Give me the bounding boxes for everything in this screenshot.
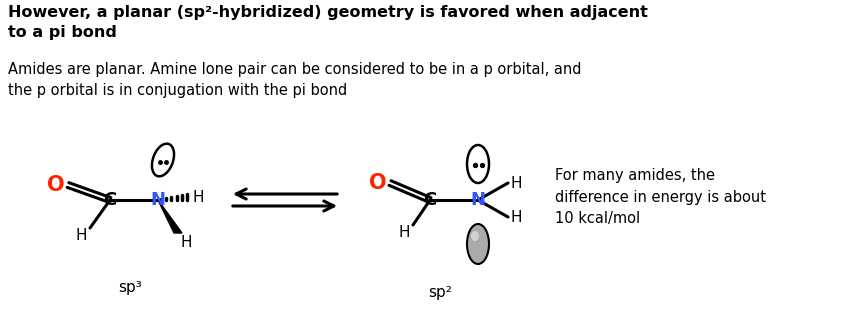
Ellipse shape bbox=[467, 145, 489, 183]
Ellipse shape bbox=[471, 231, 479, 241]
Text: C: C bbox=[103, 191, 117, 209]
Text: C: C bbox=[423, 191, 437, 209]
Text: N: N bbox=[151, 191, 166, 209]
Text: However, a planar (sp²-hybridized) geometry is favored when adjacent
to a pi bon: However, a planar (sp²-hybridized) geome… bbox=[8, 5, 648, 40]
Ellipse shape bbox=[467, 224, 489, 264]
Text: sp³: sp³ bbox=[118, 280, 142, 295]
Text: H: H bbox=[181, 235, 193, 250]
Text: H: H bbox=[398, 225, 410, 240]
Text: H: H bbox=[193, 190, 205, 204]
Text: H: H bbox=[511, 210, 523, 225]
Text: H: H bbox=[75, 228, 87, 243]
Polygon shape bbox=[158, 200, 182, 233]
Text: sp²: sp² bbox=[428, 285, 452, 300]
Text: O: O bbox=[47, 175, 65, 195]
Text: N: N bbox=[470, 191, 486, 209]
Text: For many amides, the
difference in energy is about
10 kcal/mol: For many amides, the difference in energ… bbox=[555, 168, 766, 226]
Text: O: O bbox=[370, 173, 387, 193]
Text: Amides are planar. Amine lone pair can be considered to be in a p orbital, and
t: Amides are planar. Amine lone pair can b… bbox=[8, 62, 581, 98]
Text: H: H bbox=[511, 176, 523, 190]
Ellipse shape bbox=[152, 144, 174, 176]
